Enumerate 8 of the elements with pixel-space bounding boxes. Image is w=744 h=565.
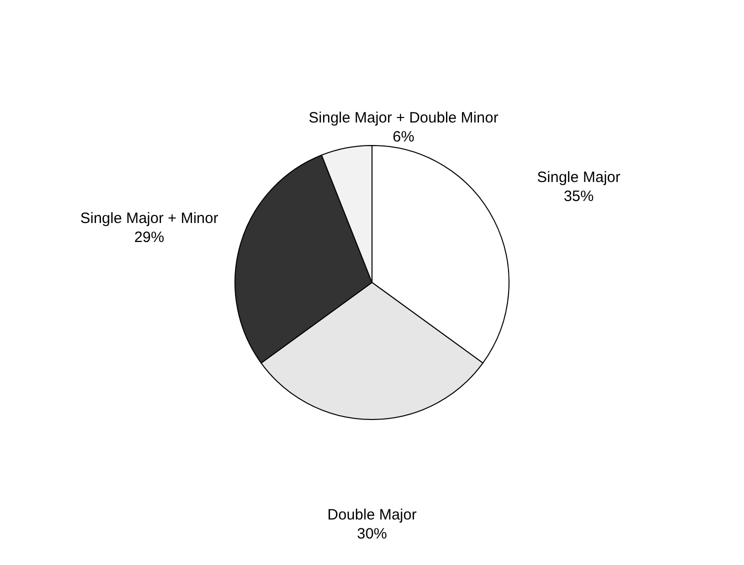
- data-label: 6%: [392, 128, 414, 146]
- data-label: 35%: [564, 188, 594, 206]
- slice-label: Double Major: [327, 506, 417, 524]
- slice-label: Single Major + Double Minor: [308, 109, 498, 126]
- slice-label: Single Major: [537, 169, 620, 186]
- slice-label: Single Major + Minor: [80, 210, 218, 227]
- data-label: 29%: [134, 228, 164, 246]
- data-label: 30%: [356, 526, 388, 542]
